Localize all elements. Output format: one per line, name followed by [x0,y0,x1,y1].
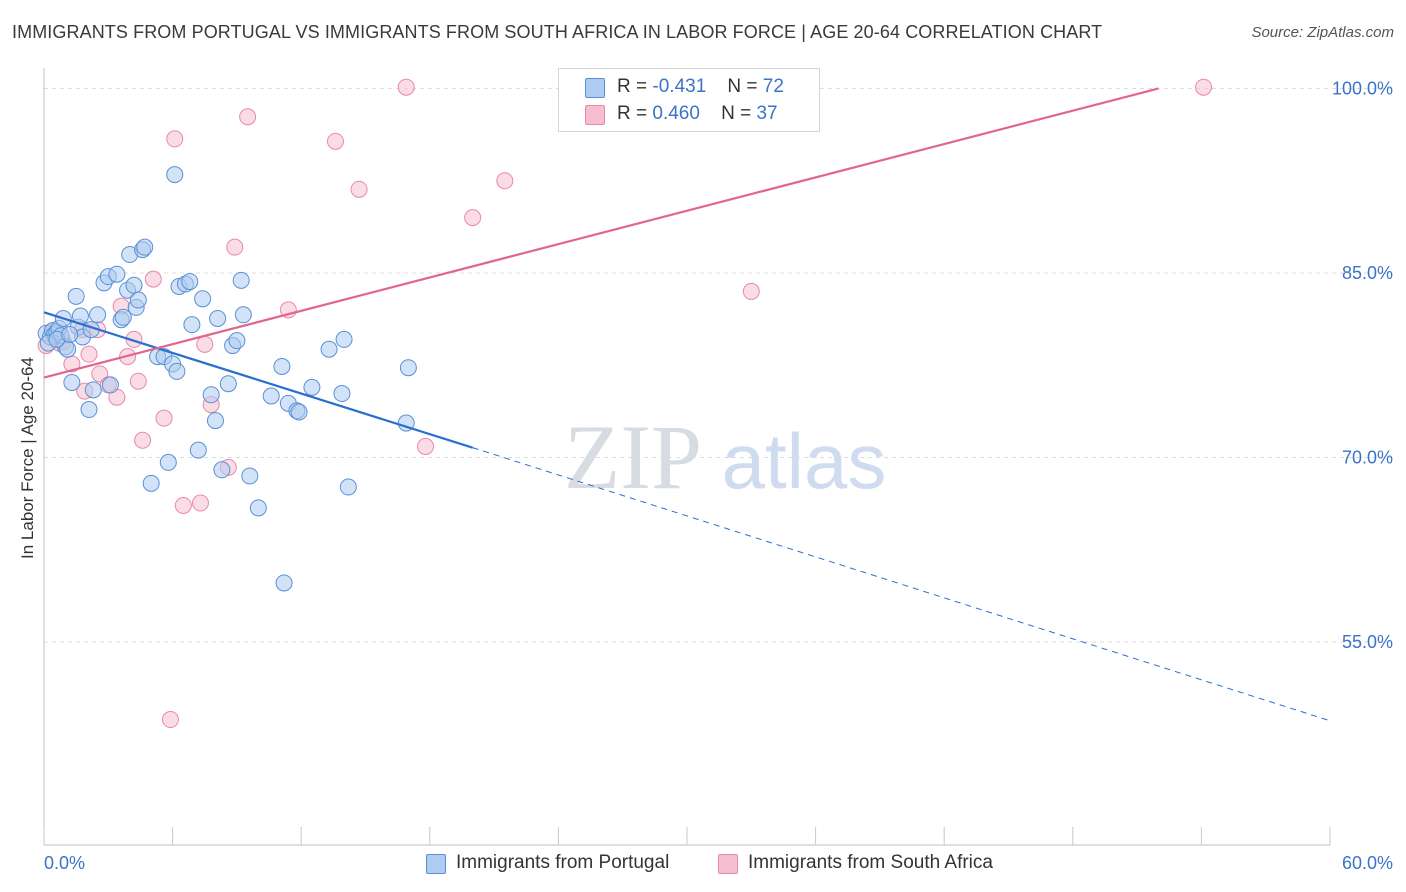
portugal-point [202,386,220,404]
n-label: N = [721,103,752,124]
portugal-point [125,276,143,294]
portugal-point [63,373,81,391]
watermark-zip: ZIP [564,406,702,508]
south-africa-point [144,270,162,288]
portugal-point [206,412,224,430]
watermark: ZIP atlas [564,406,886,508]
grid-lines [44,87,1393,643]
portugal-point [80,401,98,419]
y-tick-label: 70.0% [1342,448,1393,468]
r-label: R = [617,103,648,124]
south-africa-legend-label: Immigrants from South Africa [748,852,993,873]
portugal-point [219,375,237,393]
portugal-swatch [585,78,605,98]
portugal-point [101,376,119,394]
portugal-point [136,238,154,256]
south-africa-point [161,711,179,729]
portugal-point [183,316,201,334]
y-tick-label: 55.0% [1342,632,1393,652]
south-africa-point [1195,78,1213,96]
portugal-point [241,467,259,485]
south-africa-point [239,108,257,126]
south-africa-legend-swatch [718,854,738,874]
south-africa-point [417,437,435,455]
portugal-point [333,385,351,403]
south-africa-point [226,238,244,256]
south-africa-point [196,335,214,353]
portugal-n-value: 72 [762,76,784,97]
portugal-point [262,387,280,405]
portugal-point [249,499,267,517]
portugal-point [61,325,79,343]
portugal-point [209,309,227,327]
portugal-legend-label: Immigrants from Portugal [456,852,670,873]
portugal-trend-line [43,311,473,449]
tick-labels: 55.0% 70.0% 85.0% 100.0% 0.0% 60.0% [44,78,1393,873]
south-africa-point [496,172,514,190]
portugal-trend-extension [472,447,1331,722]
south-africa-point [191,494,209,512]
portugal-point [168,362,186,380]
portugal-point [89,306,107,324]
chart-title: IMMIGRANTS FROM PORTUGAL VS IMMIGRANTS F… [12,22,1103,42]
portugal-point [320,340,338,358]
south-africa-point [350,180,368,198]
south-africa-point [166,130,184,148]
y-tick-label: 85.0% [1342,263,1393,283]
south-africa-point [134,431,152,449]
n-label: N = [727,76,758,97]
portugal-point [228,332,246,350]
south-africa-swatch [585,105,605,125]
portugal-point [290,403,308,421]
south-africa-trend-line [43,87,1159,379]
trend-lines [43,87,1331,722]
data-points [37,78,1213,729]
r-label: R = [617,76,648,97]
portugal-r-value: -0.431 [652,76,707,97]
portugal-point [273,357,291,375]
south-africa-point [397,78,415,96]
south-africa-point [80,345,98,363]
portugal-point [339,478,357,496]
portugal-point [194,290,212,308]
portugal-legend-swatch [426,854,446,874]
axes [43,68,1331,846]
portugal-point [84,381,102,399]
south-africa-n-value: 37 [756,103,778,124]
x-tick-label: 0.0% [44,853,85,873]
y-tick-label: 100.0% [1332,78,1393,98]
south-africa-point [174,496,192,514]
correlation-legend: R = -0.431 N = 72 R = 0.460 N = 37 [558,68,820,132]
south-africa-point [129,372,147,390]
portugal-point [399,359,417,377]
south-africa-point [125,330,143,348]
portugal-point [213,461,231,479]
south-africa-point [742,282,760,300]
portugal-point [114,308,132,326]
portugal-point [189,441,207,459]
south-africa-point [155,409,173,427]
watermark-atlas: atlas [722,417,887,505]
portugal-point [232,271,250,289]
portugal-point [234,306,252,324]
south-africa-point [464,209,482,227]
portugal-point [166,166,184,184]
south-africa-r-value: 0.460 [652,103,700,124]
source-label: Source: ZipAtlas.com [1251,24,1394,41]
portugal-point [159,453,177,471]
portugal-point [67,287,85,305]
portugal-point [108,265,126,283]
y-axis-label: In Labor Force | Age 20-64 [18,357,37,559]
portugal-point [142,474,160,492]
portugal-point [303,378,321,396]
portugal-point [335,330,353,348]
portugal-point [181,273,199,291]
x-tick-label: 60.0% [1342,853,1393,873]
portugal-point [129,291,147,309]
portugal-point [275,574,293,592]
south-africa-point [326,132,344,150]
